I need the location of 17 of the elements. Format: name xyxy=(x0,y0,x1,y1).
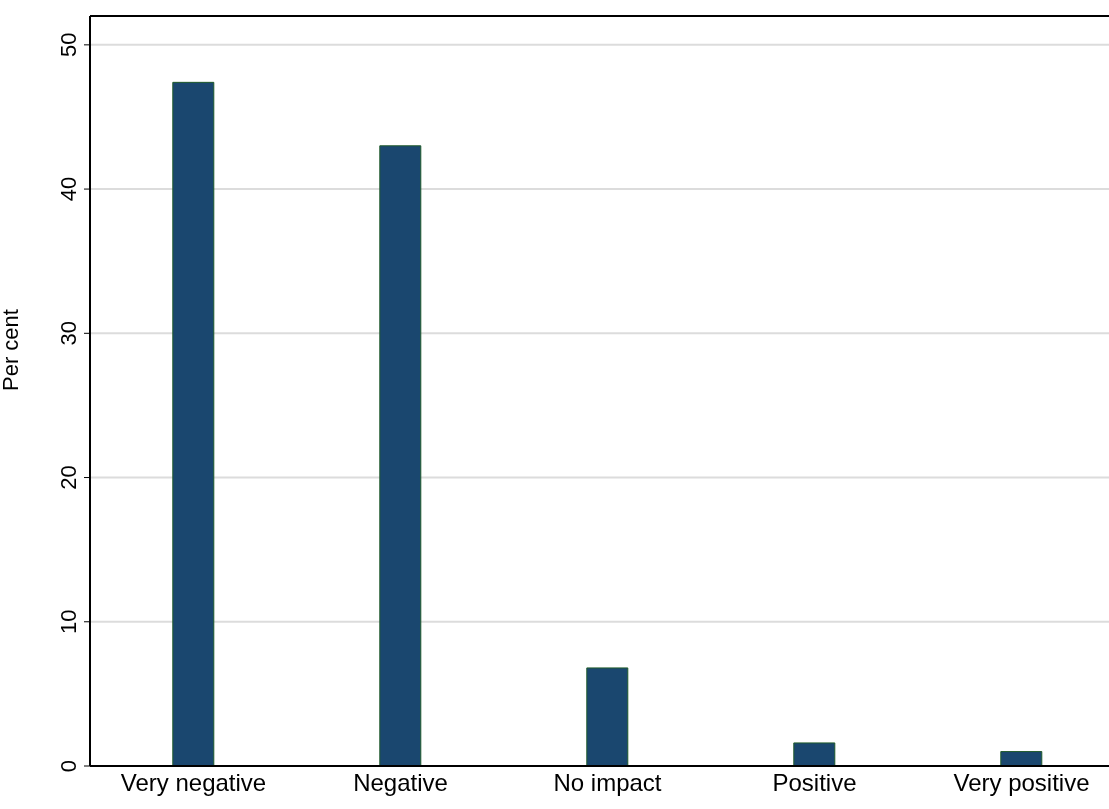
x-tick-label: Negative xyxy=(353,769,448,797)
y-tick-label: 0 xyxy=(56,759,81,773)
bar xyxy=(379,145,422,766)
y-tick-label: 10 xyxy=(56,609,81,635)
y-tick-label: 50 xyxy=(56,32,81,58)
y-tick-label: 20 xyxy=(56,465,81,490)
bar xyxy=(1000,751,1043,766)
y-tick-label: 40 xyxy=(56,176,81,202)
bar xyxy=(586,667,629,766)
y-tick-label: 30 xyxy=(56,321,81,346)
x-tick-label: Positive xyxy=(772,769,857,797)
x-tick-label: Very positive xyxy=(953,769,1090,797)
x-tick-label: Very negative xyxy=(120,769,267,797)
bar xyxy=(172,81,215,766)
y-axis-title: Per cent xyxy=(0,309,23,391)
bar xyxy=(793,742,836,766)
x-tick-label: No impact xyxy=(553,769,662,797)
